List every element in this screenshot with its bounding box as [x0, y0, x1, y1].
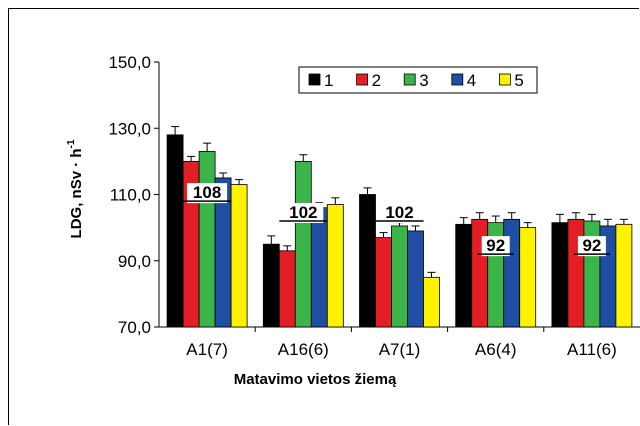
annotation-label: 108: [193, 183, 221, 202]
bar: [551, 222, 569, 328]
x-axis-title: Matavimo vietos žiemą: [234, 371, 397, 388]
legend-label: 4: [467, 71, 476, 90]
x-tick-label: A6(4): [475, 340, 517, 359]
bar: [359, 194, 376, 328]
chart-frame: 70,0 90,0 110,0 130,0 150,0 A1(7) A16(6) A7(1) A…: [8, 8, 640, 425]
annotation-label: 92: [486, 236, 505, 255]
annotation-background: [187, 183, 228, 204]
legend-label: 5: [514, 71, 523, 90]
bar: [310, 207, 328, 328]
x-tick-label: A11(6): [567, 340, 617, 359]
bar-chart: 70,0 90,0 110,0 130,0 150,0 A1(7) A16(6) A7(1) A…: [66, 53, 640, 388]
bar: [375, 237, 392, 328]
x-tick-label: A1(7): [186, 340, 228, 359]
annotation-background: [379, 203, 420, 223]
legend-swatch: [308, 73, 321, 86]
x-tick-label: A16(6): [278, 340, 329, 359]
bar: [391, 225, 408, 328]
bar: [423, 276, 440, 328]
annotation-label: 102: [385, 203, 413, 222]
annotation-background: [577, 236, 606, 257]
x-tick-label: A7(1): [379, 340, 421, 359]
bar: [455, 223, 473, 328]
legend-label: 1: [324, 71, 333, 90]
legend-label: 3: [419, 71, 428, 90]
legend: 1 2 3 4 5: [298, 66, 538, 94]
annotation-background: [481, 236, 510, 257]
y-tick-label: 130,0: [108, 119, 151, 138]
y-axis-title: LDG, nSv · h-1: [66, 139, 85, 238]
bar: [294, 160, 312, 328]
bar: [519, 227, 537, 328]
y-tick-label: 110,0: [110, 186, 151, 205]
y-axis-title-main: LDG, nSv · h: [68, 148, 85, 238]
annotation-background: [283, 203, 324, 223]
annotation-label: 92: [582, 236, 601, 255]
annotation-label: 102: [289, 203, 317, 222]
bar: [262, 243, 280, 328]
y-tick-label: 150,0: [108, 53, 151, 72]
axes: 70,0 90,0 110,0 130,0 150,0 A1(7) A16(6) A7(1) A…: [108, 53, 640, 359]
legend-swatch: [498, 73, 511, 86]
legend-label: 2: [372, 71, 381, 90]
legend-swatch: [403, 73, 416, 86]
bar: [278, 250, 296, 328]
legend-swatch: [451, 73, 464, 86]
bars: [166, 126, 633, 328]
bar: [198, 151, 216, 328]
annotations: 108 102 102 92 92: [183, 183, 610, 257]
bar: [326, 204, 344, 328]
legend-box: [298, 66, 538, 94]
legend-swatch: [356, 73, 369, 86]
bar: [166, 134, 184, 328]
y-tick-label: 70,0: [118, 318, 151, 337]
bar: [230, 184, 248, 328]
y-axis-title-exponent: -1: [66, 139, 77, 148]
y-tick-label: 90,0: [118, 252, 151, 271]
bar: [407, 230, 424, 328]
bar: [503, 218, 521, 328]
bar: [615, 223, 633, 328]
